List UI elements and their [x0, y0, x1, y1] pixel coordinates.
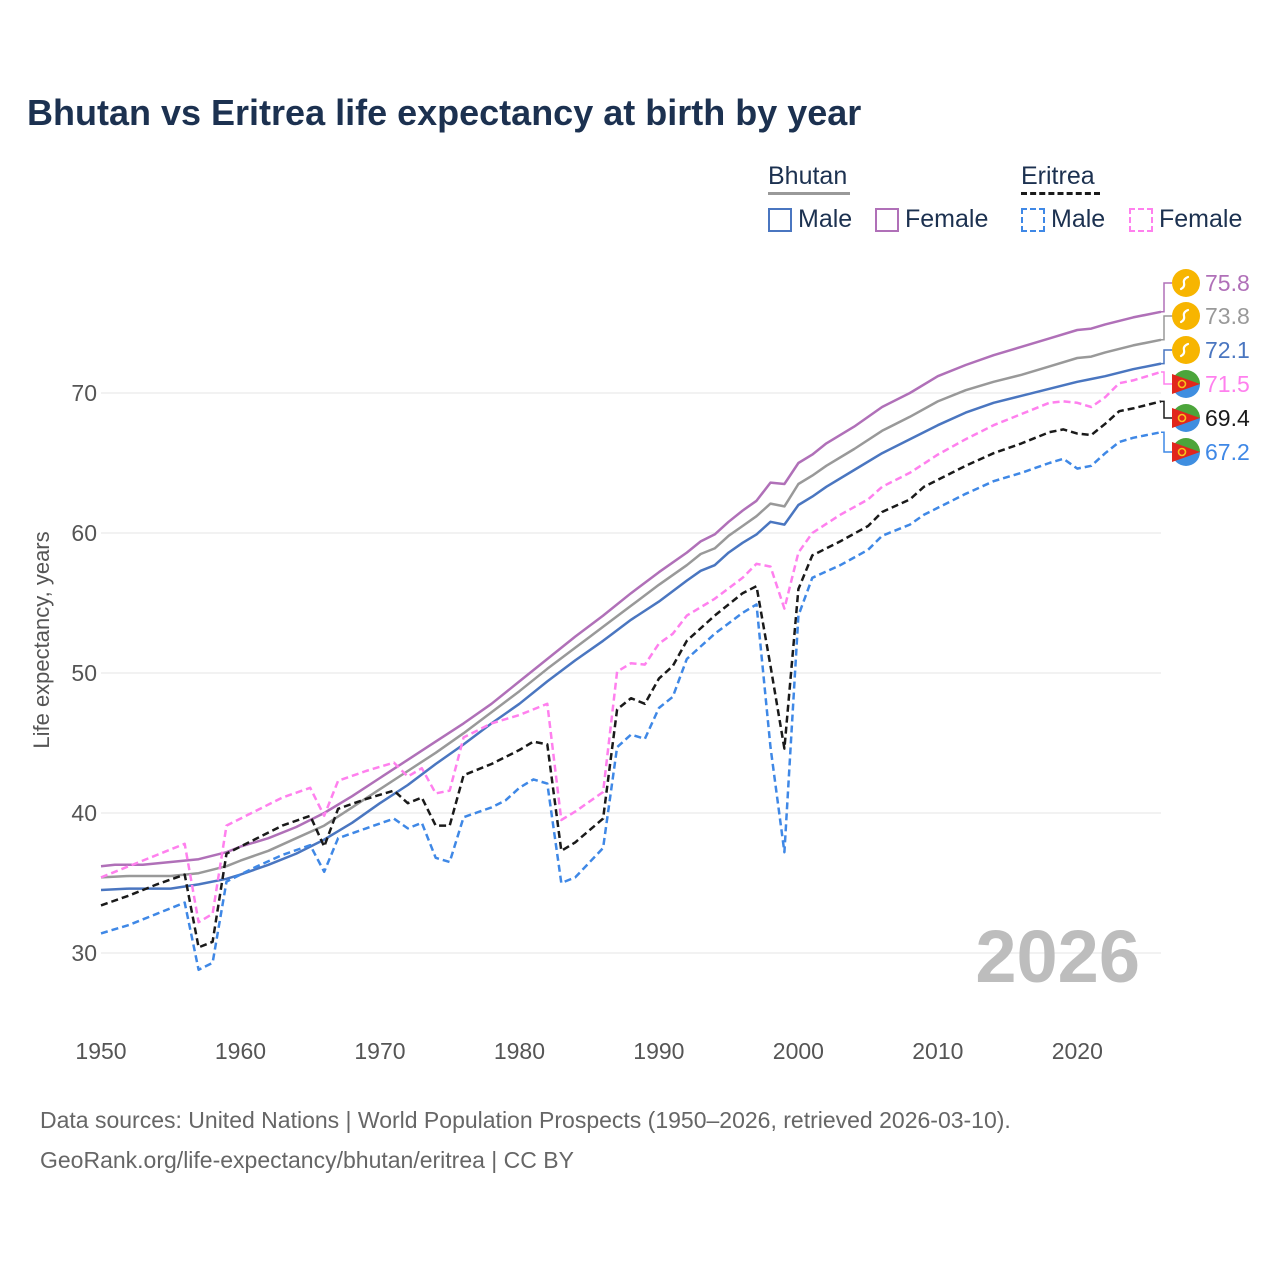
- end-label-eritrea-male: 67.2: [1205, 439, 1250, 465]
- x-tick-label-2010: 2010: [912, 1038, 963, 1064]
- end-label-connector-bhutan: [1161, 315, 1172, 341]
- series-line-eritrea[interactable]: [100, 400, 1162, 949]
- end-label-bhutan: 73.8: [1205, 303, 1250, 329]
- end-label-connector-eritrea-female: [1161, 371, 1172, 385]
- bhutan-flag-icon: [1172, 269, 1200, 297]
- x-tick-label-2000: 2000: [773, 1038, 824, 1064]
- gridlines: [101, 392, 1161, 954]
- x-tick-label-2020: 2020: [1052, 1038, 1103, 1064]
- x-tick-label-1990: 1990: [633, 1038, 684, 1064]
- y-tick-label-40: 40: [71, 800, 97, 826]
- current-year-watermark: 2026: [975, 915, 1140, 998]
- legend-line-eritrea: [1021, 192, 1100, 195]
- series-line-eritrea-male[interactable]: [100, 430, 1162, 972]
- eritrea-flag-icon: [1172, 438, 1200, 466]
- end-label-connector-eritrea: [1161, 400, 1172, 419]
- end-label-eritrea-female: 71.5: [1205, 371, 1250, 397]
- end-label-connector-eritrea-male: [1161, 431, 1172, 453]
- legend-item-eritrea-female[interactable]: Female: [1129, 205, 1242, 234]
- legend-label-bhutan-male: Male: [798, 205, 853, 233]
- legend-label-bhutan-female: Female: [905, 205, 989, 233]
- legend-label-eritrea-female: Female: [1159, 205, 1243, 233]
- legend-item-bhutan-male[interactable]: Male: [768, 205, 852, 234]
- end-label-bhutan-female: 75.8: [1205, 270, 1250, 296]
- legend-label-eritrea-male: Male: [1051, 205, 1106, 233]
- legend-item-bhutan-female[interactable]: Female: [875, 205, 988, 234]
- end-label-connector-bhutan-female: [1161, 282, 1172, 313]
- x-tick-label-1950: 1950: [75, 1038, 126, 1064]
- y-tick-label-30: 30: [71, 940, 97, 966]
- legend-item-eritrea-male[interactable]: Male: [1021, 205, 1105, 234]
- footer-attribution: GeoRank.org/life-expectancy/bhutan/eritr…: [40, 1147, 574, 1173]
- x-tick-label-1960: 1960: [215, 1038, 266, 1064]
- x-tick-label-1970: 1970: [354, 1038, 405, 1064]
- legend-swatch-eritrea-female: [1129, 207, 1153, 232]
- series-line-bhutan[interactable]: [100, 338, 1162, 879]
- footer-sources: Data sources: United Nations | World Pop…: [40, 1107, 1011, 1133]
- series-line-bhutan-male[interactable]: [100, 362, 1162, 892]
- series-line-bhutan-female[interactable]: [100, 310, 1162, 868]
- end-label-eritrea: 69.4: [1205, 405, 1250, 431]
- end-label-bhutan-male: 72.1: [1205, 337, 1250, 363]
- legend-swatch-bhutan-female: [875, 207, 899, 232]
- legend-line-bhutan: [768, 192, 850, 195]
- chart-title: Bhutan vs Eritrea life expectancy at bir…: [27, 92, 862, 133]
- y-tick-label-60: 60: [71, 520, 97, 546]
- legend-swatch-bhutan-male: [768, 207, 792, 232]
- legend-group-bhutan: Bhutan: [768, 162, 848, 190]
- y-tick-label-50: 50: [71, 660, 97, 686]
- bhutan-flag-icon: [1172, 336, 1200, 364]
- x-axis-ticks: 1950 1960 1970 1980 1990 2000 2010 2020: [75, 1038, 1102, 1064]
- y-axis-ticks: 30 40 50 60 70: [71, 380, 97, 966]
- y-tick-label-70: 70: [71, 380, 97, 406]
- end-label-connector-bhutan-male: [1161, 349, 1172, 365]
- eritrea-flag-icon: [1172, 370, 1200, 398]
- end-labels: 75.8 73.8 72.1 71.5 69.4 67.2: [1161, 269, 1250, 466]
- legend-swatch-eritrea-male: [1021, 207, 1045, 232]
- x-tick-label-1980: 1980: [494, 1038, 545, 1064]
- eritrea-flag-icon: [1172, 404, 1200, 432]
- legend-group-eritrea: Eritrea: [1021, 162, 1095, 190]
- bhutan-flag-icon: [1172, 302, 1200, 330]
- series-lines: [100, 310, 1162, 972]
